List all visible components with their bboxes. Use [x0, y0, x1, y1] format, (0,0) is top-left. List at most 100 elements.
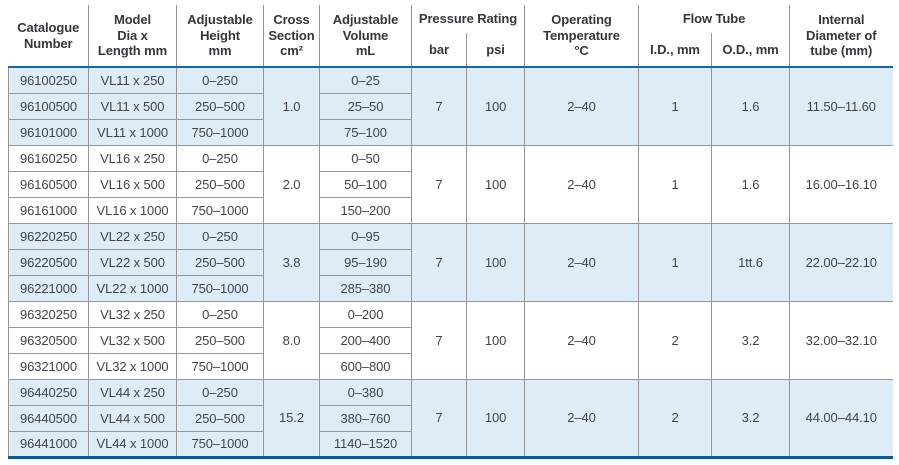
- cell-model: VL44 x 500: [88, 404, 177, 431]
- cell-catalogue-number: 96160250: [8, 144, 89, 171]
- cell-catalogue-number: 96160500: [8, 170, 89, 197]
- cell-cross-section: 3.8: [263, 222, 320, 301]
- header-pressure-bar: bar: [411, 33, 467, 68]
- cell-pressure-psi: 100: [465, 222, 525, 301]
- cell-cross-section: 8.0: [263, 300, 320, 379]
- cell-catalogue-number: 96221000: [8, 274, 89, 301]
- table-row: 96320250 VL32 x 250 0–250 8.0 0–200 7 10…: [8, 300, 893, 379]
- cell-adjustable-height: 0–250: [176, 222, 264, 249]
- cell-model: VL22 x 500: [88, 248, 177, 275]
- cell-model: VL32 x 250: [88, 300, 177, 327]
- cell-adjustable-volume: 0–380: [319, 378, 412, 405]
- cell-adjustable-volume: 200–400: [319, 326, 412, 353]
- cell-model: VL32 x 1000: [88, 352, 177, 379]
- cell-flow-tube-id: 1: [638, 66, 712, 145]
- cell-flow-tube-od: 1tt.6: [711, 222, 790, 301]
- cell-catalogue-number: 96101000: [8, 118, 89, 145]
- cell-cross-section: 15.2: [263, 378, 320, 457]
- cell-adjustable-volume: 25–50: [319, 92, 412, 119]
- cell-adjustable-height: 250–500: [176, 326, 264, 353]
- header-flow-tube-group: Flow Tube: [638, 5, 790, 33]
- cell-flow-tube-od: 3.2: [711, 378, 790, 457]
- cell-pressure-psi: 100: [465, 144, 525, 223]
- cell-adjustable-volume: 285–380: [319, 274, 412, 301]
- table-row: 96160500 VL16 x 500 250–500 50–100: [8, 170, 893, 197]
- header-internal-diameter: Internal Diameter of tube (mm): [789, 5, 893, 68]
- header-cross-section: Cross Section cm²: [263, 5, 320, 68]
- cell-model: VL11 x 500: [88, 92, 177, 119]
- cell-catalogue-number: 96161000: [8, 196, 89, 223]
- cell-cross-section: 1.0: [263, 66, 320, 145]
- cell-model: VL44 x 1000: [88, 430, 177, 457]
- cell-model: VL11 x 250: [88, 66, 177, 93]
- cell-flow-tube-od: 1.6: [711, 66, 790, 145]
- cell-adjustable-volume: 150–200: [319, 196, 412, 223]
- cell-adjustable-height: 0–250: [176, 378, 264, 405]
- cell-flow-tube-id: 2: [638, 378, 712, 457]
- cell-internal-diameter: 16.00–16.10: [789, 144, 893, 223]
- cell-pressure-bar: 7: [411, 144, 467, 223]
- cell-catalogue-number: 96320250: [8, 300, 89, 327]
- cell-internal-diameter: 22.00–22.10: [789, 222, 893, 301]
- cell-adjustable-height: 250–500: [176, 248, 264, 275]
- cell-adjustable-height: 250–500: [176, 92, 264, 119]
- cell-model: VL44 x 250: [88, 378, 177, 405]
- cell-adjustable-height: 0–250: [176, 144, 264, 171]
- cell-operating-temperature: 2–40: [524, 378, 639, 457]
- header-operating-temperature: Operating Temperature °C: [524, 5, 639, 68]
- cell-adjustable-height: 0–250: [176, 300, 264, 327]
- cell-catalogue-number: 96440500: [8, 404, 89, 431]
- table-row: 96321000 VL32 x 1000 750–1000 600–800: [8, 352, 893, 379]
- cell-adjustable-height: 750–1000: [176, 430, 264, 457]
- header-row-groups: Catalogue Number Model Dia x Length mm A…: [8, 5, 893, 68]
- table-row: 96440250 VL44 x 250 0–250 15.2 0–380 7 1…: [8, 378, 893, 457]
- cell-cross-section: 2.0: [263, 144, 320, 223]
- cell-internal-diameter: 11.50–11.60: [789, 66, 893, 145]
- cell-operating-temperature: 2–40: [524, 144, 639, 223]
- cell-catalogue-number: 96100250: [8, 66, 89, 93]
- cell-model: VL16 x 250: [88, 144, 177, 171]
- cell-operating-temperature: 2–40: [524, 300, 639, 379]
- table-body: 96100250 VL11 x 250 0–250 1.0 0–25 7 100…: [8, 66, 893, 457]
- cell-flow-tube-od: 1.6: [711, 144, 790, 223]
- table-row: 96320500 VL32 x 500 250–500 200–400: [8, 326, 893, 353]
- cell-adjustable-volume: 0–200: [319, 300, 412, 327]
- header-row-subcolumns: bar psi I.D., mm O.D., mm: [9, 33, 893, 68]
- cell-adjustable-volume: 380–760: [319, 404, 412, 431]
- cell-adjustable-volume: 50–100: [319, 170, 412, 197]
- cell-adjustable-height: 250–500: [176, 170, 264, 197]
- cell-model: VL16 x 500: [88, 170, 177, 197]
- cell-model: VL22 x 250: [88, 222, 177, 249]
- cell-model: VL11 x 1000: [88, 118, 177, 145]
- header-pressure-psi: psi: [465, 33, 525, 68]
- table-row: 96161000 VL16 x 1000 750–1000 150–200: [8, 196, 893, 223]
- cell-pressure-bar: 7: [411, 222, 467, 301]
- cell-adjustable-height: 750–1000: [176, 118, 264, 145]
- cell-adjustable-height: 750–1000: [176, 274, 264, 301]
- cell-pressure-bar: 7: [411, 378, 467, 457]
- cell-pressure-bar: 7: [411, 66, 467, 145]
- cell-catalogue-number: 96321000: [8, 352, 89, 379]
- cell-adjustable-volume: 95–190: [319, 248, 412, 275]
- header-catalogue-number: Catalogue Number: [8, 5, 89, 68]
- cell-operating-temperature: 2–40: [524, 222, 639, 301]
- cell-adjustable-volume: 0–95: [319, 222, 412, 249]
- cell-catalogue-number: 96220250: [8, 222, 89, 249]
- cell-catalogue-number: 96440250: [8, 378, 89, 405]
- cell-adjustable-volume: 0–50: [319, 144, 412, 171]
- cell-flow-tube-id: 1: [638, 222, 712, 301]
- cell-internal-diameter: 44.00–44.10: [789, 378, 893, 457]
- cell-model: VL22 x 1000: [88, 274, 177, 301]
- cell-pressure-psi: 100: [465, 300, 525, 379]
- cell-pressure-psi: 100: [465, 378, 525, 457]
- cell-adjustable-volume: 75–100: [319, 118, 412, 145]
- cell-adjustable-height: 250–500: [176, 404, 264, 431]
- header-model: Model Dia x Length mm: [88, 5, 177, 68]
- cell-internal-diameter: 32.00–32.10: [789, 300, 893, 379]
- cell-catalogue-number: 96320500: [8, 326, 89, 353]
- cell-adjustable-volume: 600–800: [319, 352, 412, 379]
- header-pressure-rating-group: Pressure Rating: [410, 5, 525, 33]
- cell-adjustable-height: 750–1000: [176, 196, 264, 223]
- cell-adjustable-volume: 0–25: [319, 66, 412, 93]
